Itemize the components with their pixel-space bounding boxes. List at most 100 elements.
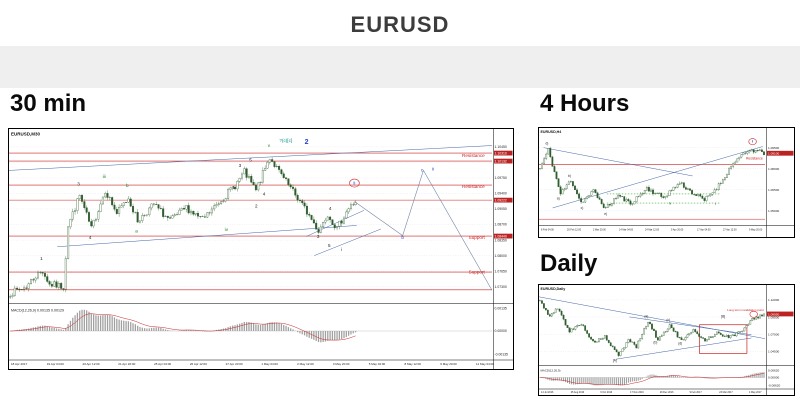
svg-text:14 Mar 04:00: 14 Mar 04:00 [619,229,634,232]
svg-text:5 May 04:00: 5 May 04:00 [369,362,386,366]
svg-text:9 May 20:00: 9 May 20:00 [440,362,457,366]
wave-labels: 1 3 4 iii b a iv 1 3 5 2 4 v ?(c)[c] 2 3 5 i 4 ii b c ii Resist… [40,138,485,274]
svg-text:2 May 12:00: 2 May 12:00 [297,362,314,366]
svg-text:1.04500: 1.04500 [768,350,779,354]
candlestick-series [9,157,357,300]
svg-text:iv: iv [669,201,672,205]
svg-text:1.07650: 1.07650 [495,269,507,273]
svg-text:1.10132: 1.10132 [495,159,507,163]
svg-text:26 Apr 12:00: 26 Apr 12:00 [190,362,207,366]
svg-text:27 Apr 20:00: 27 Apr 20:00 [226,362,243,366]
svg-text:1.08350: 1.08350 [495,238,507,242]
svg-text:(d): (d) [678,342,682,346]
indicator-pane: MACD(12,26,9) 0.00135 0.00129 0.00135 0.00… [8,303,514,356]
svg-text:e): e) [604,212,607,216]
svg-text:1.08000: 1.08000 [495,254,507,258]
svg-text:18 Apr 2017: 18 Apr 2017 [11,362,28,366]
price-tags: 1.09100 [767,150,794,156]
svg-text:Resistance: Resistance [746,157,763,161]
heading-daily: Daily [540,250,598,277]
svg-text:20 Apr 12:00: 20 Apr 12:00 [83,362,100,366]
svg-text:i: i [341,247,342,252]
svg-text:1.09222: 1.09222 [495,198,507,202]
heading-30min: 30 min [10,90,87,117]
svg-text:1.12000: 1.12000 [768,298,779,302]
svg-text:-0.00135: -0.00135 [495,352,508,356]
svg-text:MACD(12,26,9): MACD(12,26,9) [541,369,561,373]
svg-text:14 Jul 2016: 14 Jul 2016 [541,391,554,394]
svg-text:1.07000: 1.07000 [768,332,779,336]
chart-canvas-daily: EURUSD,Daily 1.12000 1.09500 1.07000 1.04500… [538,284,795,396]
chart-frame: EURUSD,Daily [538,284,795,396]
svg-text:11 May 04:00: 11 May 04:00 [476,362,494,366]
svg-text:1: 1 [232,185,235,190]
chart-daily-candlestick: EURUSD,Daily 1.12000 1.09500 1.07000 1.04500… [538,284,795,396]
chart-canvas-h4: EURUSD,H4 1.09500 1.08000 1.06500 1.05000 d) a… [538,127,795,238]
svg-text:0.00135: 0.00135 [495,307,507,311]
svg-text:4 May 2017: 4 May 2017 [749,391,762,394]
section-divider-band [0,46,800,88]
svg-text:5: 5 [328,243,331,248]
grid: 1.12000 1.09500 1.07000 1.04500 [539,298,779,354]
svg-text:9 Feb 2017: 9 Feb 2017 [690,391,703,394]
svg-text:21 Apr 20:00: 21 Apr 20:00 [118,362,135,366]
svg-text:4: 4 [263,191,266,196]
chart-canvas-m30: EURUSD,M301.104501.101001.097501.094001.… [8,128,514,370]
svg-text:1.08700: 1.08700 [495,223,507,227]
chart-4hours-candlestick: EURUSD,H4 1.09500 1.08000 1.06500 1.05000 d) a… [538,127,795,238]
svg-text:0.00000: 0.00000 [768,376,779,380]
svg-text:b): b) [568,174,571,178]
axes: 14 Jul 2016 25 Aug 2016 6 Oct 2016 17 Nov 2… [541,391,762,394]
candlestick-series [539,146,765,210]
svg-text:?(c)[c]: ?(c)[c] [279,138,292,143]
heading-4hours: 4 Hours [540,90,630,117]
svg-text:1.09500: 1.09500 [768,315,779,319]
svg-text:[B]: [B] [721,315,725,319]
svg-text:c: c [421,167,424,172]
svg-text:1.06500: 1.06500 [768,188,779,192]
chart-30min-candlestick: EURUSD,M301.104501.101001.097501.094001.… [8,128,514,370]
svg-text:1.09750: 1.09750 [495,176,507,180]
svg-text:3: 3 [77,181,80,186]
svg-text:b: b [401,235,404,240]
svg-text:25 Aug 2016: 25 Aug 2016 [571,391,585,394]
svg-text:3: 3 [239,163,242,168]
svg-text:25 Apr 04:00: 25 Apr 04:00 [154,362,171,366]
svg-text:19 Apr 04:00: 19 Apr 04:00 [47,362,64,366]
svg-text:iii: iii [103,174,106,179]
svg-text:1.09500: 1.09500 [768,146,779,150]
candlestick-series [539,299,765,358]
svg-text:-0.00620: -0.00620 [768,383,780,387]
svg-text:4: 4 [89,235,92,240]
svg-text:c): c) [581,206,584,210]
svg-text:6 Oct 2016: 6 Oct 2016 [600,391,612,394]
svg-text:1.08000: 1.08000 [768,167,779,171]
svg-text:Support: Support [469,269,486,274]
svg-text:a: a [135,229,138,234]
axes: 8 Feb 04:00 20 Feb 12:00 2 Mar 20:00 14 Mar… [541,229,763,232]
svg-text:1.10450: 1.10450 [495,145,507,149]
svg-text:0.00620: 0.00620 [768,369,779,373]
indicator-pane: MACD(12,26,9) 0.00620 0.00000 -0.00620 [538,365,795,387]
svg-text:8 Feb 04:00: 8 Feb 04:00 [541,229,554,232]
svg-text:1.09400: 1.09400 [495,192,507,196]
chart-frame: EURUSD,M30 [8,128,514,370]
svg-text:1.09100: 1.09100 [768,152,779,156]
price-tags: 1.09950 [767,311,794,317]
page-title: EURUSD [350,12,450,37]
svg-text:4: 4 [329,206,332,211]
svg-text:1 May 04:00: 1 May 04:00 [261,362,278,366]
svg-text:(b): (b) [653,340,657,344]
svg-text:1: 1 [40,256,43,261]
svg-text:(a): (a) [644,315,648,319]
svg-text:Resistance: Resistance [462,184,485,189]
svg-text:EURUSD,M30: EURUSD,M30 [11,132,41,137]
svg-text:v: v [268,143,271,148]
svg-text:1.10310: 1.10310 [495,151,507,155]
svg-text:2: 2 [305,139,309,146]
svg-text:20 Feb 12:00: 20 Feb 12:00 [567,229,582,232]
svg-text:ii: ii [353,181,355,186]
svg-text:i: i [715,202,716,206]
svg-text:iv: iv [225,227,229,232]
